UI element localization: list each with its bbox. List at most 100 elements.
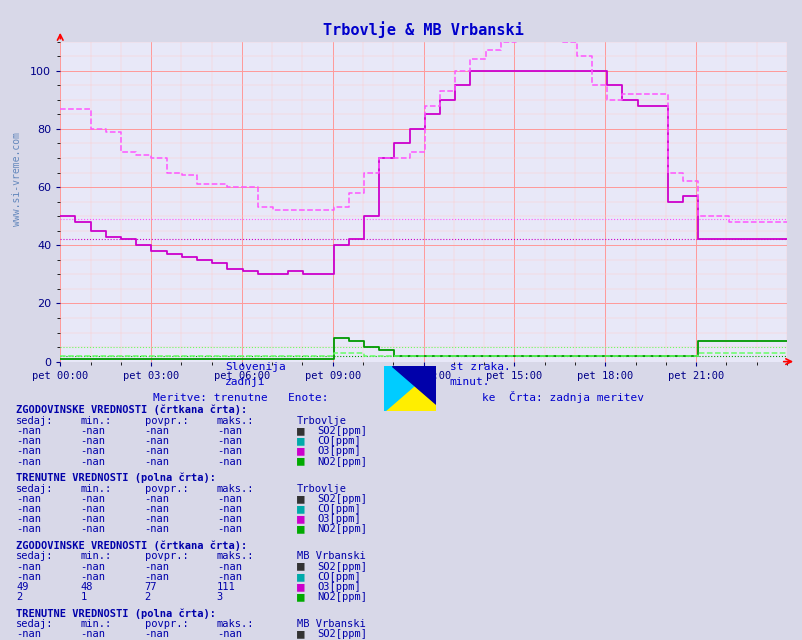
Text: SO2[ppm]: SO2[ppm] — [317, 630, 367, 639]
Polygon shape — [383, 366, 435, 411]
Text: CO[ppm]: CO[ppm] — [317, 436, 360, 446]
Text: ■: ■ — [297, 424, 304, 437]
Text: 2: 2 — [144, 593, 151, 602]
Text: ZGODOVINSKE VREDNOSTI (črtkana črta):: ZGODOVINSKE VREDNOSTI (črtkana črta): — [16, 541, 247, 551]
Text: min.:: min.: — [80, 551, 111, 561]
Text: ■: ■ — [297, 454, 304, 468]
Text: SO2[ppm]: SO2[ppm] — [317, 562, 367, 572]
Text: min.:: min.: — [80, 416, 111, 426]
Text: TRENUTNE VREDNOSTI (polna črta):: TRENUTNE VREDNOSTI (polna črta): — [16, 473, 216, 483]
Text: TRENUTNE VREDNOSTI (polna črta):: TRENUTNE VREDNOSTI (polna črta): — [16, 609, 216, 619]
Text: maks.:: maks.: — [217, 484, 254, 493]
Text: sedaj:: sedaj: — [16, 484, 54, 493]
Text: ■: ■ — [297, 522, 304, 536]
Text: Trbovlje: Trbovlje — [297, 416, 346, 426]
Text: -nan: -nan — [217, 515, 241, 524]
Text: 2: 2 — [16, 593, 22, 602]
Text: -nan: -nan — [144, 515, 169, 524]
Text: -nan: -nan — [217, 562, 241, 572]
Text: ■: ■ — [297, 492, 304, 505]
Text: povpr.:: povpr.: — [144, 484, 188, 493]
Text: 3: 3 — [217, 593, 223, 602]
Text: ZGODOVINSKE VREDNOSTI (črtkana črta):: ZGODOVINSKE VREDNOSTI (črtkana črta): — [16, 405, 247, 415]
Text: 49: 49 — [16, 582, 29, 592]
Text: -nan: -nan — [80, 572, 105, 582]
Text: -nan: -nan — [144, 630, 169, 639]
Text: www.si-vreme.com: www.si-vreme.com — [12, 132, 22, 226]
Text: ■: ■ — [297, 627, 304, 640]
Text: -nan: -nan — [144, 457, 169, 467]
Text: -nan: -nan — [80, 630, 105, 639]
Text: 111: 111 — [217, 582, 235, 592]
Text: -nan: -nan — [217, 630, 241, 639]
Text: -nan: -nan — [144, 426, 169, 436]
Text: -nan: -nan — [16, 426, 41, 436]
Text: povpr.:: povpr.: — [144, 416, 188, 426]
Text: min.:: min.: — [80, 620, 111, 629]
Text: -nan: -nan — [144, 504, 169, 514]
Text: -nan: -nan — [80, 515, 105, 524]
Text: -nan: -nan — [80, 504, 105, 514]
Text: SO2[ppm]: SO2[ppm] — [317, 426, 367, 436]
Text: -nan: -nan — [80, 525, 105, 534]
Text: -nan: -nan — [80, 457, 105, 467]
Text: -nan: -nan — [80, 426, 105, 436]
Text: NO2[ppm]: NO2[ppm] — [317, 525, 367, 534]
Text: O3[ppm]: O3[ppm] — [317, 515, 360, 524]
Text: ■: ■ — [297, 559, 304, 573]
Text: -nan: -nan — [80, 447, 105, 456]
Text: sedaj:: sedaj: — [16, 416, 54, 426]
Text: -nan: -nan — [217, 494, 241, 504]
Text: ke  Črta: zadnja meritev: ke Črta: zadnja meritev — [481, 390, 643, 403]
Text: -nan: -nan — [16, 525, 41, 534]
Text: MB Vrbanski: MB Vrbanski — [297, 620, 366, 629]
Text: st zraka.: st zraka. — [449, 362, 510, 372]
Text: povpr.:: povpr.: — [144, 551, 188, 561]
Text: -nan: -nan — [217, 447, 241, 456]
Text: CO[ppm]: CO[ppm] — [317, 572, 360, 582]
Text: O3[ppm]: O3[ppm] — [317, 582, 360, 592]
Text: -nan: -nan — [16, 436, 41, 446]
Text: 77: 77 — [144, 582, 157, 592]
Text: MB Vrbanski: MB Vrbanski — [297, 551, 366, 561]
Text: maks.:: maks.: — [217, 620, 254, 629]
Text: sedaj:: sedaj: — [16, 620, 54, 629]
Text: -nan: -nan — [16, 457, 41, 467]
Text: ■: ■ — [297, 444, 304, 458]
Title: Trbovlje & MB Vrbanski: Trbovlje & MB Vrbanski — [322, 21, 523, 38]
Polygon shape — [383, 366, 435, 411]
Text: -nan: -nan — [217, 436, 241, 446]
Text: Slovenija: Slovenija — [225, 362, 286, 372]
Text: sedaj:: sedaj: — [16, 551, 54, 561]
Text: -nan: -nan — [144, 436, 169, 446]
Text: -nan: -nan — [80, 436, 105, 446]
Text: -nan: -nan — [144, 525, 169, 534]
Text: 48: 48 — [80, 582, 93, 592]
Text: 1: 1 — [80, 593, 87, 602]
Text: O3[ppm]: O3[ppm] — [317, 447, 360, 456]
Text: ■: ■ — [297, 590, 304, 604]
Text: -nan: -nan — [144, 447, 169, 456]
Text: -nan: -nan — [16, 504, 41, 514]
Text: -nan: -nan — [80, 562, 105, 572]
Text: Trbovlje: Trbovlje — [297, 484, 346, 493]
Text: -nan: -nan — [16, 572, 41, 582]
Text: NO2[ppm]: NO2[ppm] — [317, 593, 367, 602]
Text: -nan: -nan — [80, 494, 105, 504]
Text: -nan: -nan — [217, 457, 241, 467]
Text: -nan: -nan — [16, 562, 41, 572]
Text: -nan: -nan — [217, 426, 241, 436]
Text: SO2[ppm]: SO2[ppm] — [317, 494, 367, 504]
Text: ■: ■ — [297, 502, 304, 515]
Text: ■: ■ — [297, 637, 304, 640]
Text: -nan: -nan — [144, 572, 169, 582]
Text: ■: ■ — [297, 570, 304, 583]
Text: min.:: min.: — [80, 484, 111, 493]
Polygon shape — [391, 366, 435, 404]
Text: Meritve: trenutne   Enote:: Meritve: trenutne Enote: — [152, 392, 328, 403]
Text: CO[ppm]: CO[ppm] — [317, 504, 360, 514]
Text: minut.: minut. — [449, 377, 489, 387]
Text: maks.:: maks.: — [217, 551, 254, 561]
Text: -nan: -nan — [144, 562, 169, 572]
Text: -nan: -nan — [217, 525, 241, 534]
